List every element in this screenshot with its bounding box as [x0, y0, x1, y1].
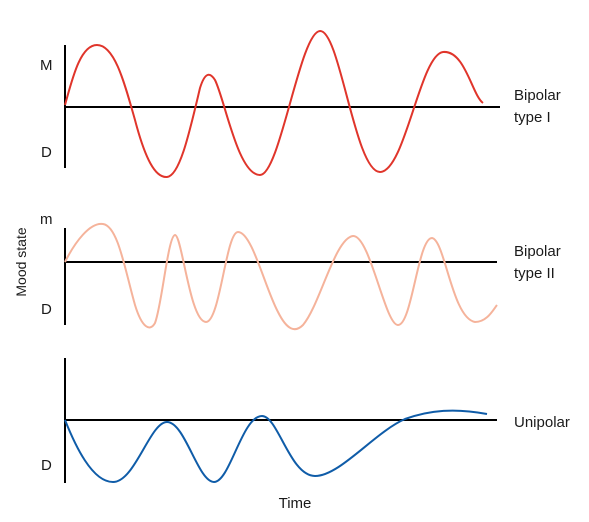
panel1-label-line2: type I: [514, 109, 551, 126]
panel2-bottom-tick-label: D: [41, 301, 52, 318]
panel2-top-tick-label: m: [40, 211, 53, 228]
unipolar-mood-curve: [64, 409, 488, 484]
panel-bipolar-type-1: M D Bipolar type I: [40, 29, 561, 178]
panel1-bottom-tick-label: D: [41, 144, 52, 161]
x-axis-label: Time: [279, 495, 312, 512]
y-axis-label: Mood state: [13, 227, 29, 296]
panel2-label-line2: type II: [514, 265, 555, 282]
panel-unipolar: D Unipolar: [41, 358, 570, 484]
panel2-label-line1: Bipolar: [514, 243, 561, 260]
bipolar-type-2-mood-curve: [64, 222, 498, 331]
bipolar-type-1-mood-curve: [64, 29, 484, 178]
panel3-label-line1: Unipolar: [514, 414, 570, 431]
panel3-bottom-tick-label: D: [41, 457, 52, 474]
panel1-top-tick-label: M: [40, 57, 53, 74]
panel1-label-line1: Bipolar: [514, 87, 561, 104]
panel-bipolar-type-2: m D Bipolar type II: [40, 211, 561, 331]
